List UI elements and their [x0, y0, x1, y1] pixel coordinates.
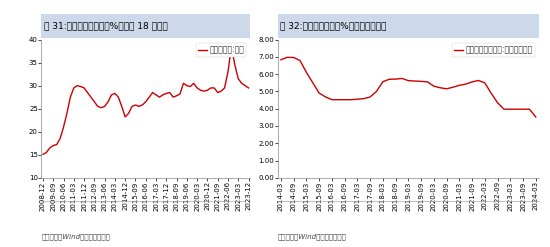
Text: 图 32:居民贷款利率（%）处于下行通道: 图 32:居民贷款利率（%）处于下行通道 [280, 21, 387, 30]
Text: 数据来源：Wind，中信建投证券: 数据来源：Wind，中信建投证券 [278, 233, 346, 240]
Legend: 贷款加权平均利率:个人住房贷款: 贷款加权平均利率:个人住房贷款 [452, 43, 535, 57]
Text: 图 31:中国房价收入比（%）回到 18 年水平: 图 31:中国房价收入比（%）回到 18 年水平 [44, 21, 168, 30]
Legend: 房价收入比:中国: 房价收入比:中国 [195, 43, 246, 57]
Text: 数据来源：Wind，中信建投证券: 数据来源：Wind，中信建投证券 [41, 233, 110, 240]
